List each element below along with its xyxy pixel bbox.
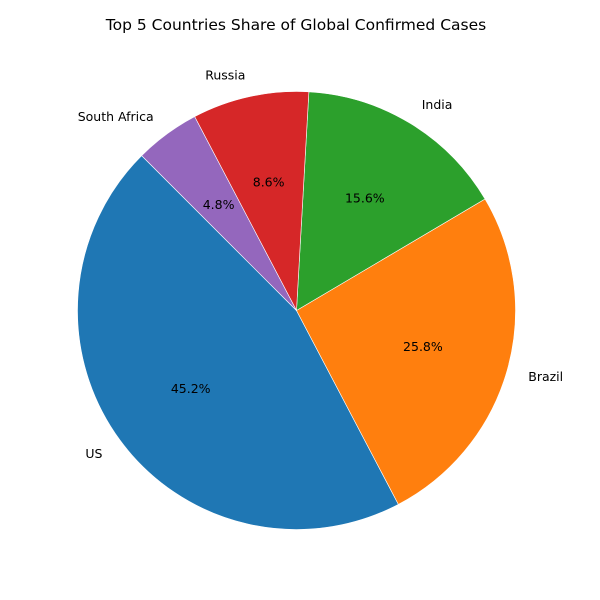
pct-label-india: 15.6%: [345, 191, 385, 206]
pie-slice-russia: [194, 91, 310, 312]
pie-slices: [77, 91, 516, 530]
slice-label-south-africa: South Africa: [78, 109, 154, 124]
pct-label-south-africa: 4.8%: [203, 197, 235, 212]
pct-label-us: 45.2%: [171, 381, 211, 396]
pie-slice-india: [296, 91, 486, 312]
slice-label-us: US: [85, 446, 102, 461]
chart-title: Top 5 Countries Share of Global Confirme…: [105, 16, 486, 34]
slice-label-india: India: [422, 97, 453, 112]
pie-labels: 45.2% US 25.8% Brazil 15.6% India 8.6% Russia 4.…: [78, 68, 563, 461]
pct-label-brazil: 25.8%: [403, 339, 443, 354]
pie-slice-brazil: [296, 198, 516, 505]
slice-label-russia: Russia: [205, 68, 245, 83]
slice-label-brazil: Brazil: [528, 369, 563, 384]
pct-label-russia: 8.6%: [253, 175, 285, 190]
pie-slice-us: [77, 155, 399, 530]
pie-slice-south-africa: [141, 116, 297, 311]
